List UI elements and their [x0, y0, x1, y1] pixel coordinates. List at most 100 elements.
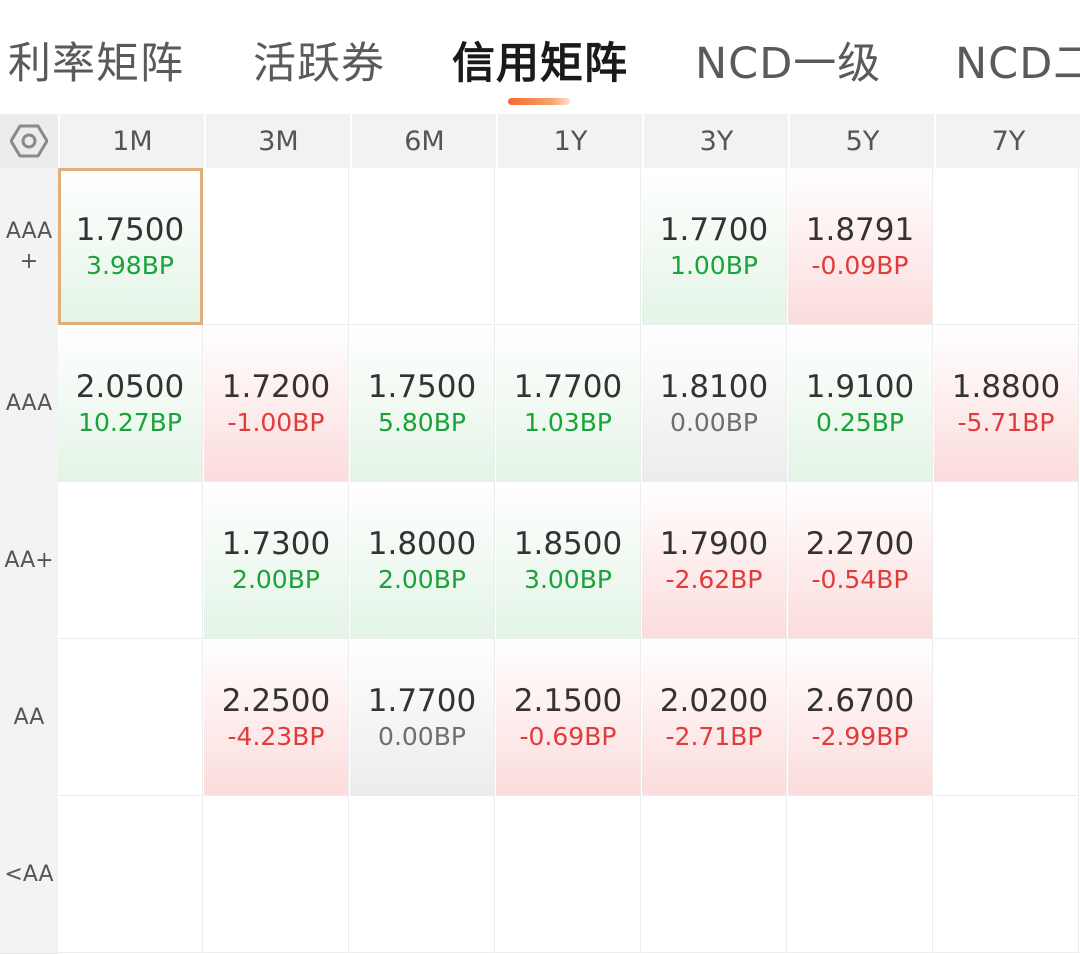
matrix-cell[interactable]: 2.1500 -0.69BP [496, 639, 641, 796]
cell-change-bp: -2.62BP [665, 565, 763, 594]
matrix-cell[interactable]: 1.8800 -5.71BP [934, 325, 1079, 482]
row-header-label: AAA [5, 390, 53, 416]
cell-yield-value: 2.2500 [221, 683, 331, 719]
tab-bar: 利率矩阵 活跃券 信用矩阵 NCD一级 NCD二 [0, 0, 1080, 116]
matrix-cell[interactable]: 2.0500 10.27BP [58, 325, 203, 482]
row-header: AA+ [0, 482, 58, 640]
matrix-cell[interactable]: 1.7300 2.00BP [204, 482, 349, 639]
matrix-cell[interactable]: 1.7700 1.00BP [642, 168, 787, 325]
column-header-7y[interactable]: 7Y [934, 114, 1080, 168]
row-header: AAA [0, 325, 58, 483]
matrix-cell[interactable]: 1.7700 1.03BP [496, 325, 641, 482]
cell-yield-value: 1.7200 [221, 369, 331, 405]
cell-yield-value: 1.7900 [659, 526, 769, 562]
cell-change-bp: 2.00BP [378, 565, 466, 594]
cell-change-bp: -2.99BP [811, 722, 909, 751]
cell-yield-value: 1.7700 [367, 683, 477, 719]
matrix-cell-empty [934, 168, 1079, 325]
row-header-label: AAA+ [5, 218, 53, 274]
matrix-cell-empty [204, 168, 349, 325]
cell-yield-value: 1.7500 [367, 369, 477, 405]
matrix-cell[interactable]: 1.7500 5.80BP [350, 325, 495, 482]
cell-yield-value: 1.7500 [75, 212, 185, 248]
matrix-cell-empty [934, 796, 1079, 953]
matrix-cell-empty [496, 796, 641, 953]
column-header-1m[interactable]: 1M [58, 114, 205, 168]
matrix-cell[interactable]: 2.2700 -0.54BP [788, 482, 933, 639]
cell-change-bp: 2.00BP [232, 565, 320, 594]
matrix-cell-empty [58, 796, 203, 953]
matrix-cell[interactable]: 1.7500 3.98BP [58, 168, 203, 325]
cell-yield-value: 1.8000 [367, 526, 477, 562]
matrix-cell-empty [58, 482, 203, 639]
matrix-cell[interactable]: 1.8100 0.00BP [642, 325, 787, 482]
cell-yield-value: 2.1500 [513, 683, 623, 719]
row-header: AAA+ [0, 168, 58, 326]
active-tab-indicator [508, 98, 570, 105]
cell-change-bp: 0.00BP [378, 722, 466, 751]
cell-change-bp: -5.71BP [957, 408, 1055, 437]
cell-change-bp: 3.98BP [86, 251, 174, 280]
row-header-label: <AA [4, 861, 54, 887]
tab-ncd-primary[interactable]: NCD一级 [695, 39, 882, 89]
tab-rate-matrix[interactable]: 利率矩阵 [8, 39, 184, 89]
matrix-cell-empty [934, 482, 1079, 639]
cell-change-bp: -0.69BP [519, 722, 617, 751]
cell-change-bp: -4.23BP [227, 722, 325, 751]
matrix-cell[interactable]: 1.8791 -0.09BP [788, 168, 933, 325]
cell-yield-value: 1.7700 [659, 212, 769, 248]
matrix-cell[interactable]: 1.7900 -2.62BP [642, 482, 787, 639]
hexagon-settings-icon [10, 124, 48, 158]
matrix-cell[interactable]: 1.7700 0.00BP [350, 639, 495, 796]
column-header-3m[interactable]: 3M [204, 114, 351, 168]
row-header: AA [0, 639, 58, 797]
cell-change-bp: -2.71BP [665, 722, 763, 751]
matrix-cell[interactable]: 2.0200 -2.71BP [642, 639, 787, 796]
cell-change-bp: -0.09BP [811, 251, 909, 280]
cell-yield-value: 1.8500 [513, 526, 623, 562]
matrix-cell-empty [350, 168, 495, 325]
matrix-cell-empty [58, 639, 203, 796]
matrix-cell-empty [934, 639, 1079, 796]
cell-change-bp: 0.00BP [670, 408, 758, 437]
cell-change-bp: -0.54BP [811, 565, 909, 594]
cell-yield-value: 1.8800 [951, 369, 1061, 405]
matrix-cell[interactable]: 1.7200 -1.00BP [204, 325, 349, 482]
matrix-cell[interactable]: 2.2500 -4.23BP [204, 639, 349, 796]
column-header-1y[interactable]: 1Y [496, 114, 643, 168]
column-header-6m[interactable]: 6M [350, 114, 497, 168]
matrix-cell-empty [788, 796, 933, 953]
row-header-label: AA+ [4, 547, 54, 573]
matrix-cell[interactable]: 1.9100 0.25BP [788, 325, 933, 482]
cell-yield-value: 2.0200 [659, 683, 769, 719]
cell-yield-value: 2.2700 [805, 526, 915, 562]
tab-credit-matrix[interactable]: 信用矩阵 [452, 39, 628, 89]
matrix-cell-empty [204, 796, 349, 953]
column-header-3y[interactable]: 3Y [642, 114, 789, 168]
cell-change-bp: 5.80BP [378, 408, 466, 437]
credit-matrix-grid: 1M 3M 6M 1Y 3Y 5Y 7Y AAA+ 1.7500 3.98BP 1.7… [0, 114, 1080, 954]
cell-yield-value: 1.8100 [659, 369, 769, 405]
cell-change-bp: -1.00BP [227, 408, 325, 437]
cell-yield-value: 1.7700 [513, 369, 623, 405]
cell-yield-value: 1.8791 [805, 212, 915, 248]
cell-yield-value: 1.7300 [221, 526, 331, 562]
matrix-cell[interactable]: 2.6700 -2.99BP [788, 639, 933, 796]
cell-change-bp: 3.00BP [524, 565, 612, 594]
cell-change-bp: 1.00BP [670, 251, 758, 280]
cell-yield-value: 2.0500 [75, 369, 185, 405]
tab-ncd-secondary[interactable]: NCD二 [955, 39, 1080, 89]
settings-button[interactable] [0, 114, 58, 168]
cell-yield-value: 2.6700 [805, 683, 915, 719]
matrix-cell-empty [496, 168, 641, 325]
matrix-cell-empty [642, 796, 787, 953]
row-header: <AA [0, 796, 58, 954]
row-header-label: AA [13, 704, 45, 730]
cell-change-bp: 1.03BP [524, 408, 612, 437]
column-header-5y[interactable]: 5Y [788, 114, 935, 168]
matrix-cell-empty [350, 796, 495, 953]
matrix-cell[interactable]: 1.8000 2.00BP [350, 482, 495, 639]
matrix-cell[interactable]: 1.8500 3.00BP [496, 482, 641, 639]
cell-change-bp: 10.27BP [78, 408, 182, 437]
tab-active-bonds[interactable]: 活跃券 [253, 39, 385, 89]
